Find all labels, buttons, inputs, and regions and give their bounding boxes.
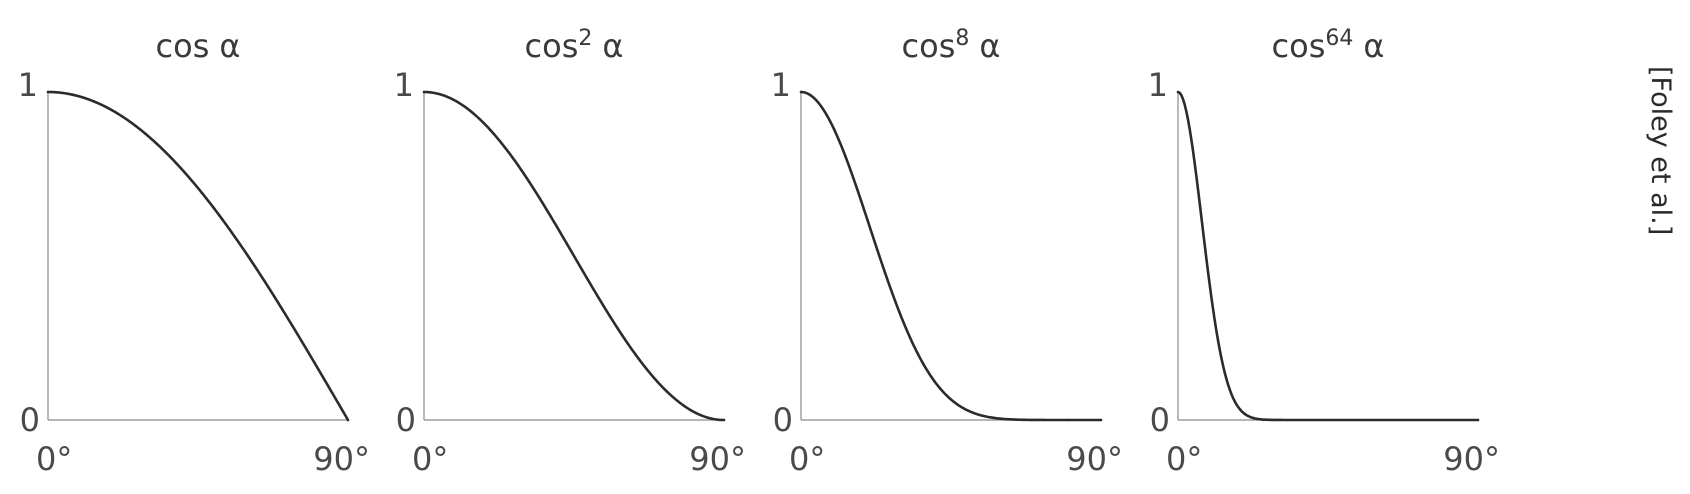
x-tick-label: 0°	[412, 440, 448, 478]
y-tick-label: 1	[394, 66, 414, 104]
title-base: cos	[1272, 27, 1326, 65]
data-point	[1210, 294, 1213, 298]
data-point	[933, 379, 936, 383]
title-symbol: α	[602, 27, 623, 65]
y-tick-label: 0	[1150, 401, 1170, 439]
data-point	[1099, 418, 1103, 422]
y-tick-label: 0	[20, 401, 40, 439]
data-point	[1033, 418, 1036, 422]
data-point	[46, 90, 50, 94]
data-point	[489, 129, 492, 132]
data-point	[280, 306, 283, 310]
data-point	[622, 336, 626, 340]
x-tick-label: 0°	[1166, 440, 1202, 478]
data-point	[589, 283, 592, 286]
data-point	[1243, 412, 1246, 415]
data-points	[422, 90, 726, 422]
series-line	[422, 90, 726, 422]
chart-panel-2: cos2 α 0 1 0° 90°	[394, 26, 746, 478]
data-point	[999, 417, 1003, 420]
data-point	[1176, 90, 1180, 94]
data-point	[1226, 383, 1230, 386]
data-point	[1193, 161, 1196, 165]
data-point	[80, 95, 83, 99]
y-tick-label: 0	[396, 401, 416, 439]
data-point	[113, 110, 116, 113]
data-point	[146, 134, 150, 138]
chart-panel-1: cos α 0 1 0° 90°	[18, 27, 370, 478]
data-point	[346, 418, 350, 422]
data-points	[46, 90, 350, 422]
title-symbol: α	[1363, 27, 1384, 65]
series-line	[799, 90, 1103, 422]
data-point	[966, 409, 969, 412]
x-tick-label: 90°	[1443, 440, 1500, 478]
series-line	[1176, 90, 1480, 422]
x-tick-label: 90°	[689, 440, 746, 478]
y-tick-label: 0	[773, 401, 793, 439]
title-symbol: α	[219, 27, 240, 65]
data-point	[799, 90, 803, 94]
data-point	[522, 172, 526, 176]
data-point	[456, 100, 459, 104]
data-points	[1176, 90, 1480, 422]
data-point	[899, 315, 903, 318]
chart-title: cos α	[156, 27, 241, 65]
data-point	[1066, 418, 1069, 422]
credit-label: [Foley et al.]	[1645, 66, 1676, 236]
y-tick-label: 1	[1148, 66, 1168, 104]
data-point	[866, 219, 869, 222]
data-point	[313, 361, 316, 365]
data-point	[180, 167, 183, 170]
title-base: cos	[156, 27, 210, 65]
title-base: cos	[902, 27, 956, 65]
x-tick-label: 90°	[1066, 440, 1123, 478]
title-exponent: 2	[578, 26, 592, 51]
data-point	[656, 380, 659, 383]
chart-title: cos2 α	[525, 26, 624, 65]
data-point	[1276, 418, 1280, 422]
data-point	[246, 254, 250, 258]
x-tick-label: 0°	[789, 440, 825, 478]
title-exponent: 8	[955, 26, 969, 51]
x-tick-label: 0°	[36, 440, 72, 478]
x-tick-label: 90°	[313, 440, 370, 478]
chart-panel-3: cos8 α 0 1 0° 90°	[771, 26, 1123, 478]
data-point	[422, 90, 426, 94]
data-point	[556, 226, 559, 229]
data-point	[722, 418, 726, 422]
y-tick-label: 1	[18, 66, 38, 104]
title-symbol: α	[979, 27, 1000, 65]
chart-panel-4: cos64 α 0 1 0° 90°	[1148, 26, 1500, 478]
data-point	[1326, 418, 1330, 422]
data-point	[689, 408, 692, 412]
data-point	[833, 128, 836, 131]
data-point	[1476, 418, 1480, 422]
data-points	[799, 90, 1103, 422]
chart-title: cos64 α	[1272, 26, 1385, 65]
title-exponent: 64	[1325, 26, 1353, 51]
data-point	[213, 207, 216, 211]
y-tick-label: 1	[771, 66, 791, 104]
series-line	[46, 90, 350, 422]
title-base: cos	[525, 27, 579, 65]
chart-title: cos8 α	[902, 26, 1001, 65]
